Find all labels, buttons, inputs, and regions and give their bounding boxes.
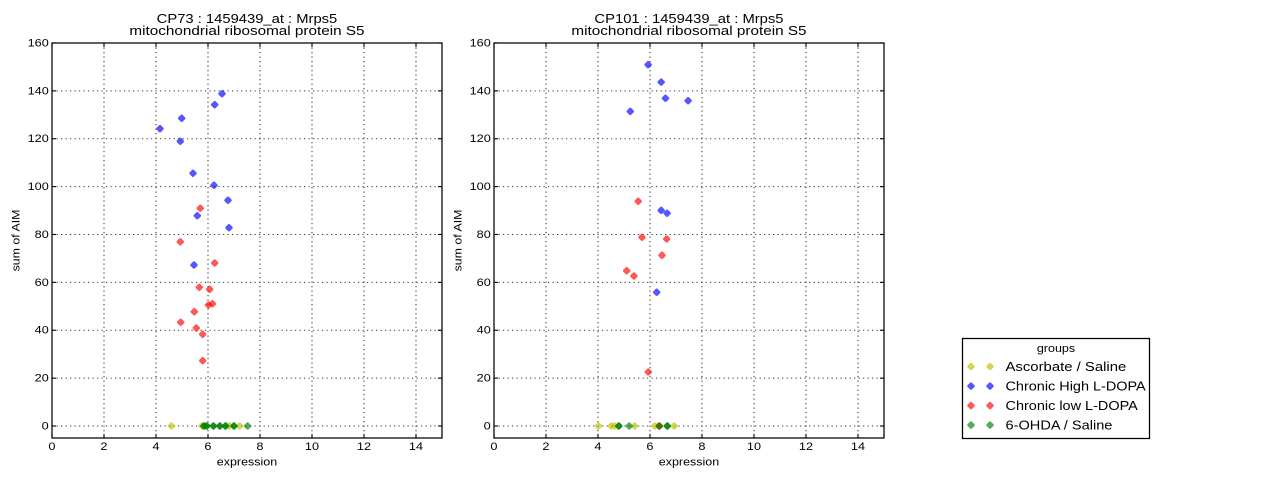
svg-text:mitochondrial ribosomal protei: mitochondrial ribosomal protein S5 (129, 23, 364, 38)
svg-text:2: 2 (542, 441, 549, 453)
svg-text:160: 160 (470, 38, 491, 50)
svg-text:2: 2 (100, 441, 107, 453)
svg-text:Chronic low L-DOPA: Chronic low L-DOPA (1006, 398, 1138, 413)
svg-text:100: 100 (470, 181, 491, 193)
svg-text:6: 6 (646, 441, 653, 453)
svg-text:sum of AIM: sum of AIM (453, 210, 465, 272)
svg-text:140: 140 (28, 85, 49, 97)
svg-text:120: 120 (28, 133, 49, 145)
svg-text:6: 6 (204, 441, 211, 453)
svg-text:80: 80 (477, 229, 491, 241)
svg-text:40: 40 (477, 325, 491, 337)
svg-text:8: 8 (256, 441, 263, 453)
svg-text:CP73 : 1459439_at : Mrps5: CP73 : 1459439_at : Mrps5 (157, 11, 338, 26)
svg-text:expression: expression (217, 457, 277, 469)
svg-text:20: 20 (477, 373, 491, 385)
svg-text:40: 40 (35, 325, 49, 337)
svg-text:0: 0 (42, 421, 49, 433)
svg-text:4: 4 (152, 441, 159, 453)
svg-text:160: 160 (28, 38, 49, 50)
svg-text:8: 8 (698, 441, 705, 453)
svg-text:10: 10 (305, 441, 319, 453)
svg-text:0: 0 (484, 421, 491, 433)
svg-text:120: 120 (470, 133, 491, 145)
svg-text:10: 10 (747, 441, 761, 453)
svg-text:Ascorbate / Saline: Ascorbate / Saline (1006, 359, 1127, 374)
svg-text:60: 60 (35, 277, 49, 289)
svg-text:CP101 : 1459439_at : Mrps5: CP101 : 1459439_at : Mrps5 (594, 11, 783, 26)
svg-text:expression: expression (659, 457, 719, 469)
svg-text:groups: groups (1037, 343, 1076, 355)
svg-text:mitochondrial ribosomal protei: mitochondrial ribosomal protein S5 (571, 23, 806, 38)
svg-text:80: 80 (35, 229, 49, 241)
svg-text:12: 12 (799, 441, 813, 453)
svg-text:60: 60 (477, 277, 491, 289)
svg-text:0: 0 (490, 441, 497, 453)
svg-text:12: 12 (357, 441, 371, 453)
svg-text:6-OHDA / Saline: 6-OHDA / Saline (1006, 418, 1113, 433)
svg-text:140: 140 (470, 85, 491, 97)
svg-text:14: 14 (409, 441, 423, 453)
svg-text:4: 4 (594, 441, 601, 453)
svg-text:Chronic High L-DOPA: Chronic High L-DOPA (1006, 379, 1146, 394)
svg-text:20: 20 (35, 373, 49, 385)
svg-text:0: 0 (48, 441, 55, 453)
svg-text:100: 100 (28, 181, 49, 193)
svg-text:14: 14 (851, 441, 865, 453)
svg-text:sum of AIM: sum of AIM (11, 210, 23, 272)
